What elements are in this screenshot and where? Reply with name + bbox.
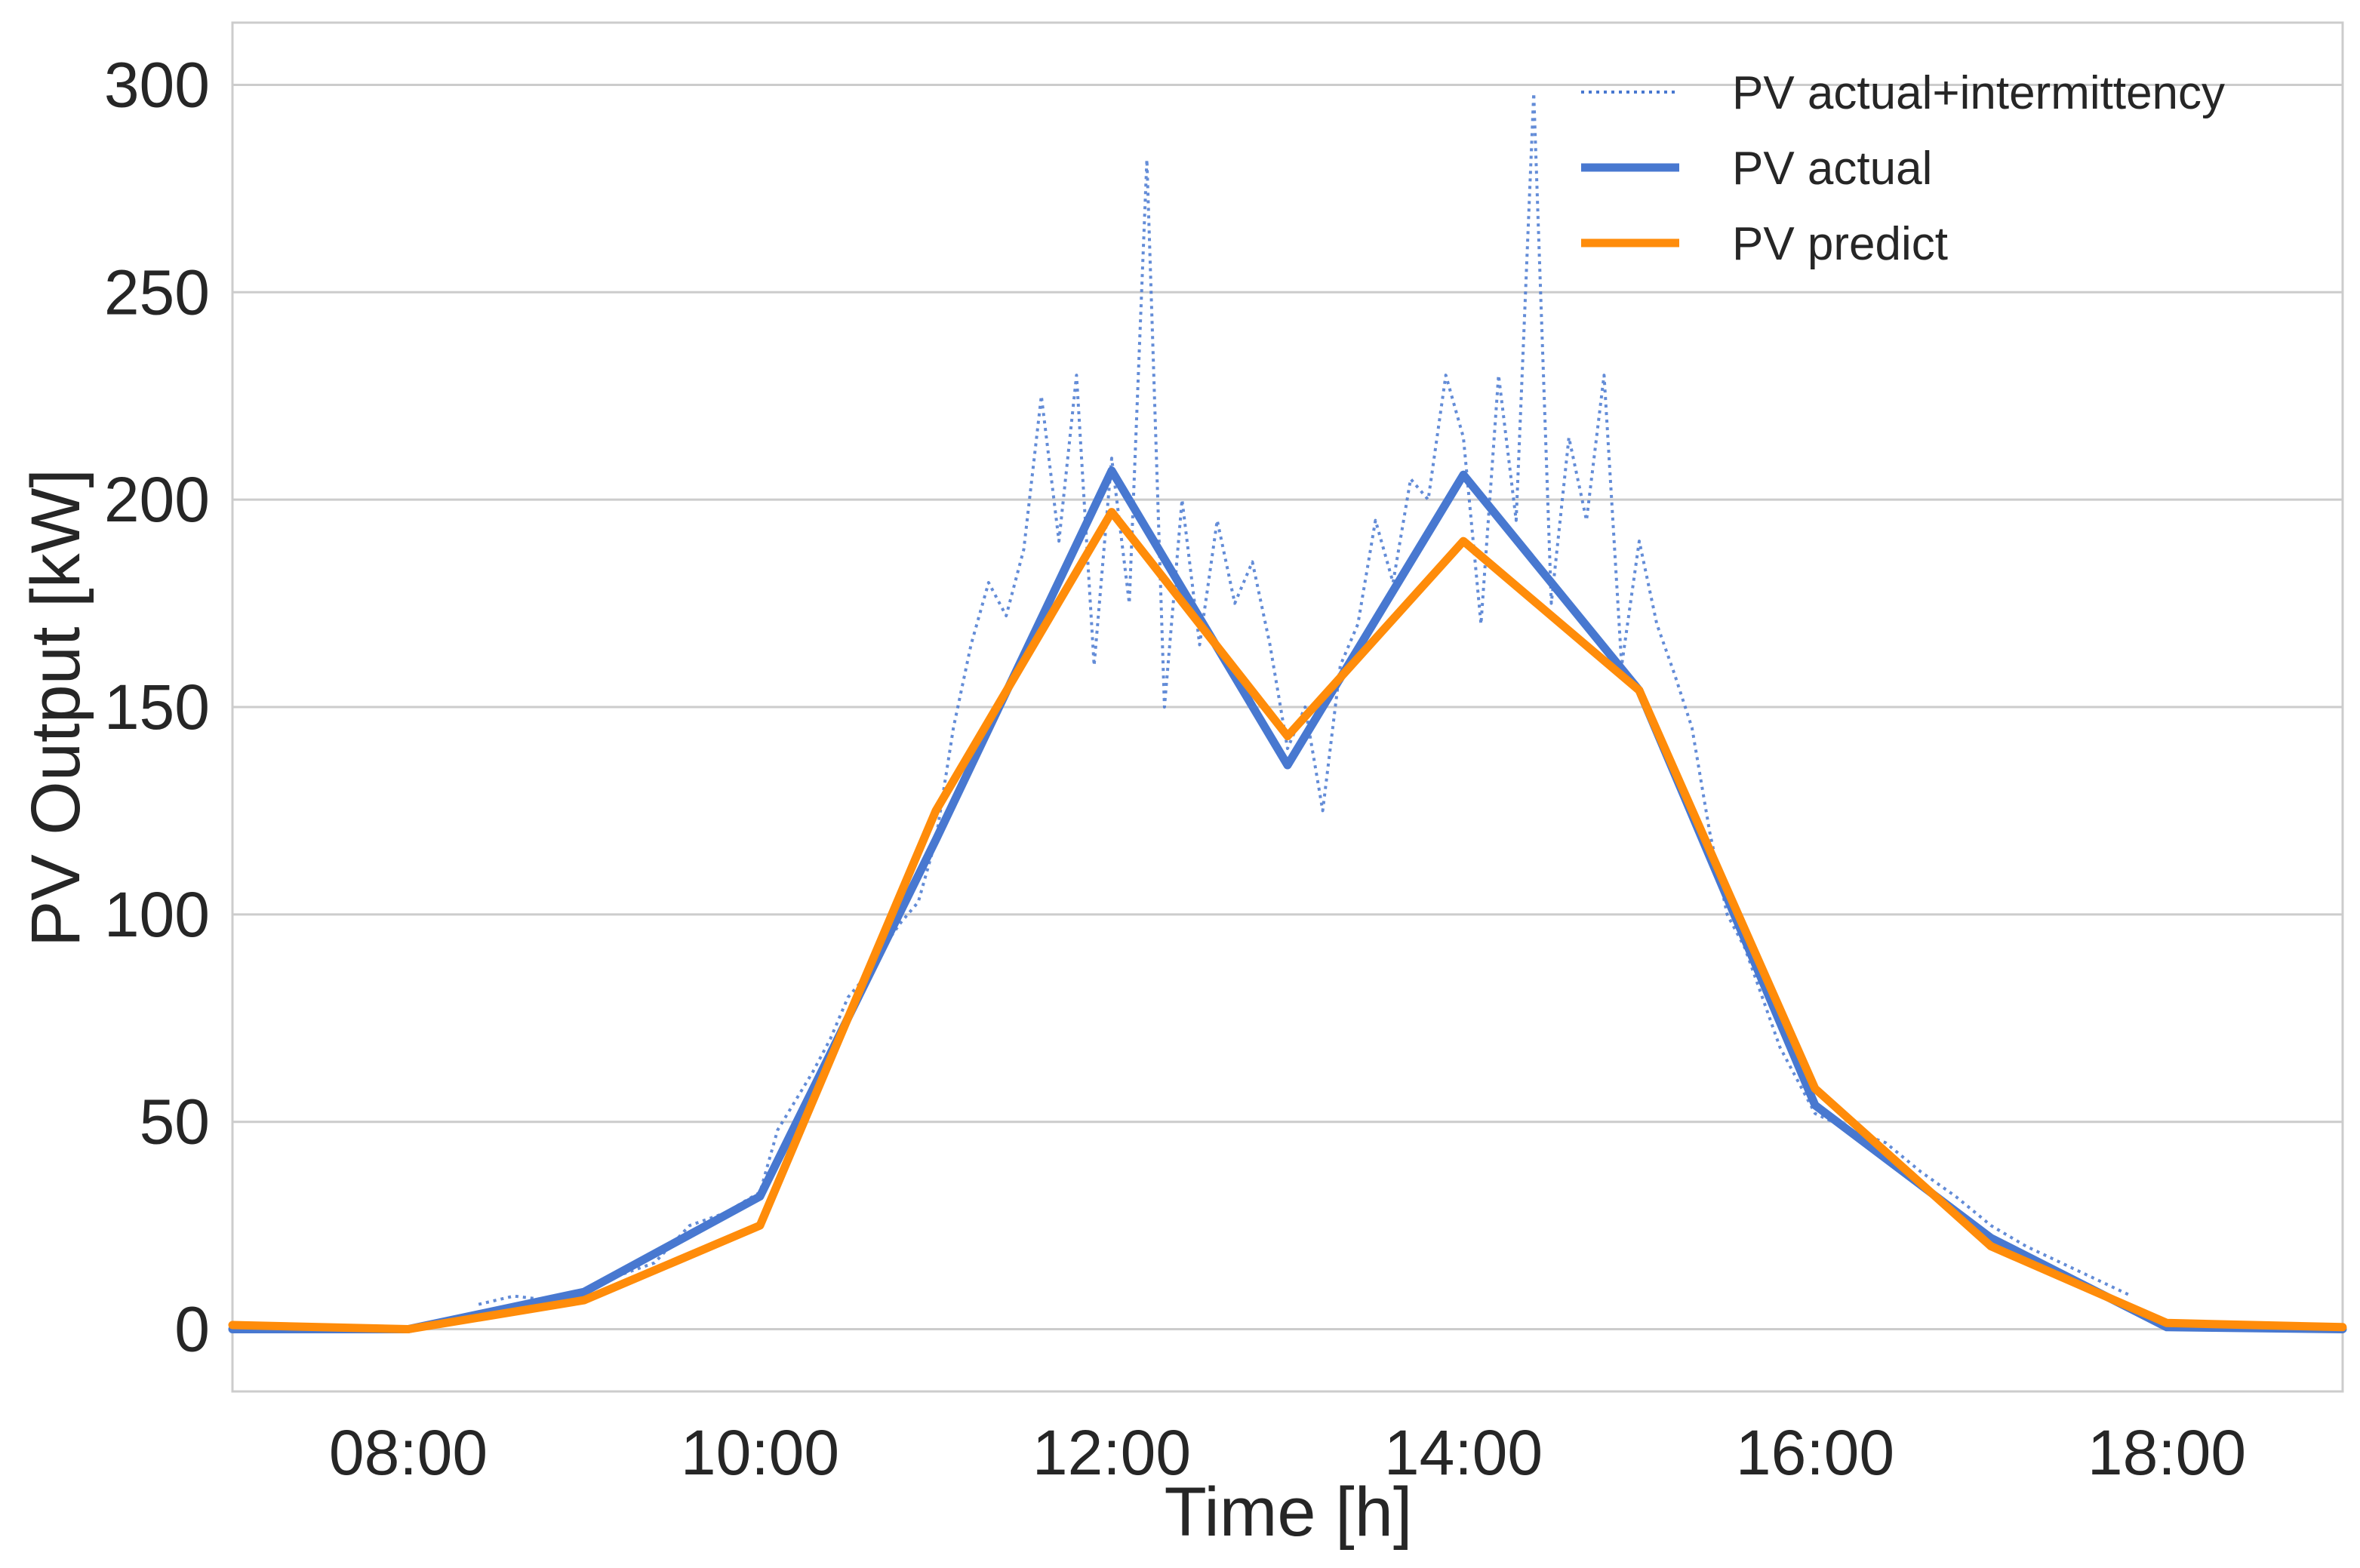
plot-area-frame — [231, 21, 2344, 1393]
x-tick-label: 08:00 — [329, 1417, 488, 1488]
series-line-pv-predict — [228, 508, 2347, 1333]
x-tick-label: 18:00 — [2088, 1417, 2246, 1488]
x-axis-title: Time [h] — [1165, 1474, 1413, 1551]
series-line-pv-actual — [228, 466, 2347, 1333]
legend-label: PV actual — [1732, 143, 1932, 195]
y-tick-label: 300 — [104, 49, 210, 120]
legend-label: PV actual+intermittency — [1732, 67, 2225, 119]
legend-label: PV predict — [1732, 218, 1948, 270]
x-tick-label: 10:00 — [681, 1417, 839, 1488]
y-tick-labels: 0 50 100 150 200 250 300 — [104, 49, 210, 1364]
legend: PV actual+intermittency PV actual PV predi… — [1581, 67, 2225, 270]
series-lines — [228, 91, 2347, 1333]
y-tick-label: 250 — [104, 257, 210, 327]
y-tick-label: 0 — [174, 1294, 210, 1365]
x-tick-label: 16:00 — [1736, 1417, 1894, 1488]
x-tick-label: 14:00 — [1384, 1417, 1543, 1488]
y-tick-label: 50 — [140, 1087, 210, 1158]
x-tick-label: 12:00 — [1032, 1417, 1191, 1488]
y-axis-title: PV Output [kW] — [17, 469, 94, 947]
y-tick-label: 150 — [104, 672, 210, 742]
x-tick-labels: 08:00 10:00 12:00 14:00 16:00 18:00 — [329, 1417, 2246, 1488]
grid-lines — [232, 83, 2343, 1331]
y-tick-label: 200 — [104, 464, 210, 535]
y-tick-label: 100 — [104, 879, 210, 950]
